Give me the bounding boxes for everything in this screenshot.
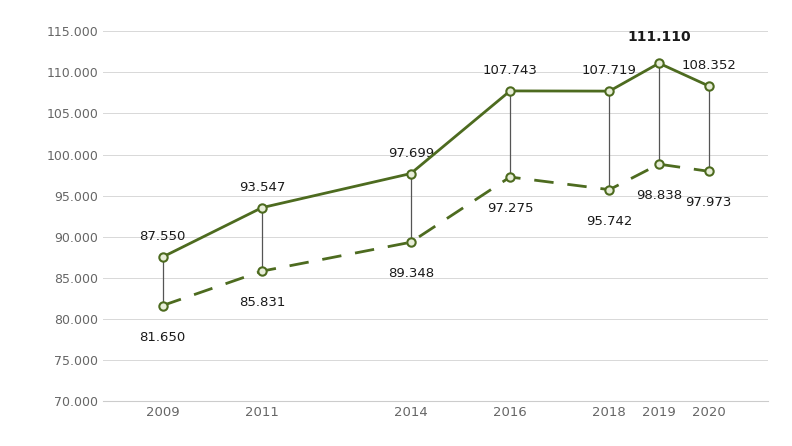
Text: 111.110: 111.110 xyxy=(627,30,691,44)
Text: 95.742: 95.742 xyxy=(586,215,633,227)
Text: 97.973: 97.973 xyxy=(685,196,732,209)
Text: 85.831: 85.831 xyxy=(238,296,285,309)
Text: 108.352: 108.352 xyxy=(681,59,736,72)
Text: 107.743: 107.743 xyxy=(482,64,538,77)
Text: 87.550: 87.550 xyxy=(139,230,186,243)
Text: 89.348: 89.348 xyxy=(388,267,434,280)
Text: 93.547: 93.547 xyxy=(238,181,285,194)
Text: 97.275: 97.275 xyxy=(487,202,533,215)
Text: 97.699: 97.699 xyxy=(388,147,434,160)
Text: 98.838: 98.838 xyxy=(636,189,682,202)
Text: 81.650: 81.650 xyxy=(139,330,185,343)
Text: 107.719: 107.719 xyxy=(582,64,637,77)
